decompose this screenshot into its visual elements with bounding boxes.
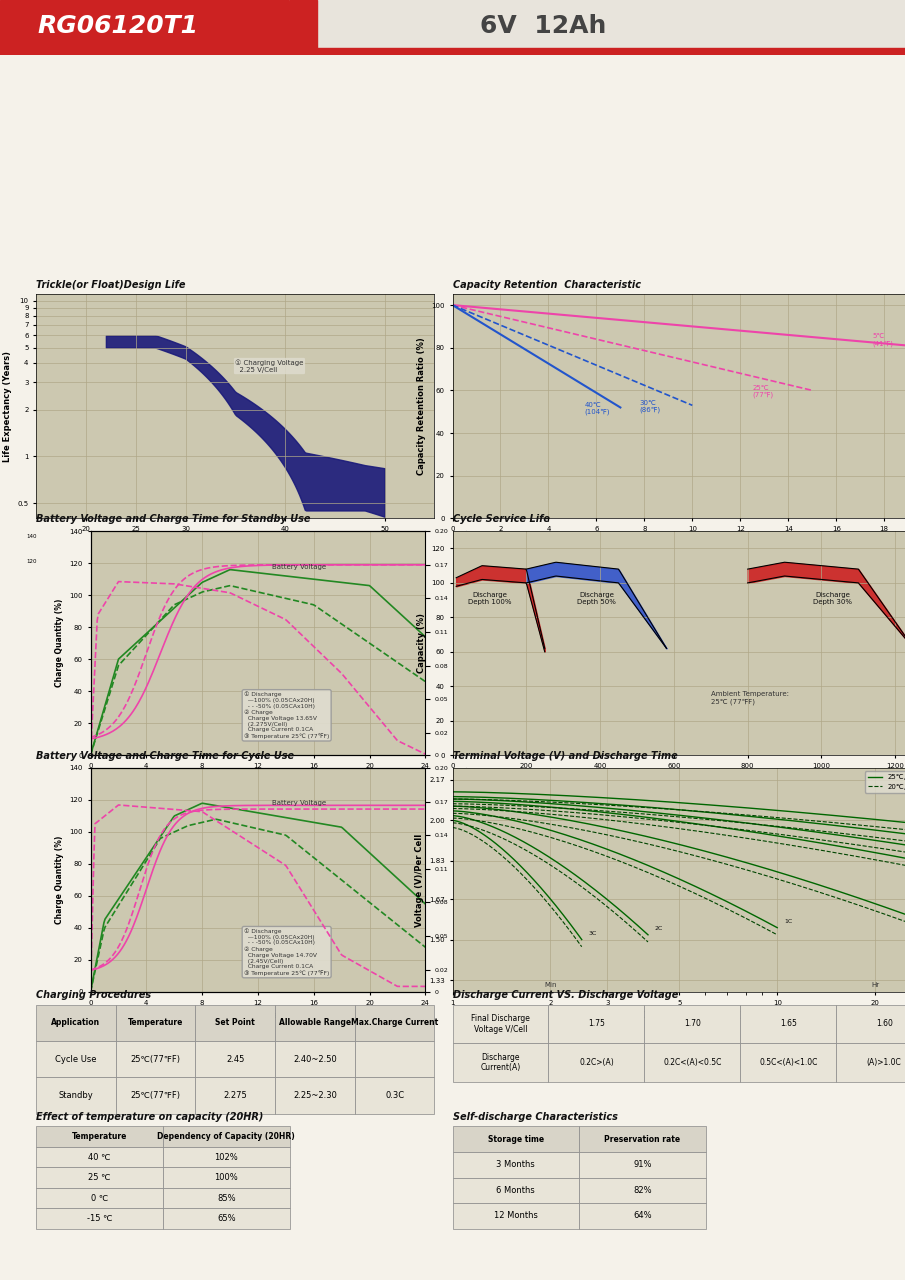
Y-axis label: Charge Current (CA): Charge Current (CA) (454, 603, 461, 684)
Text: 5℃
(41℉): 5℃ (41℉) (872, 334, 893, 347)
Text: Battery Voltage and Charge Time for Standby Use: Battery Voltage and Charge Time for Stan… (36, 515, 310, 525)
Text: Capacity Retention  Characteristic: Capacity Retention Characteristic (452, 280, 641, 291)
Text: ① Discharge
  —100% (0.05CAx20H)
  - - -50% (0.05CAx10H)
② Charge
  Charge Volta: ① Discharge —100% (0.05CAx20H) - - -50% … (244, 691, 329, 740)
Text: Effect of temperature on capacity (20HR): Effect of temperature on capacity (20HR) (36, 1112, 263, 1123)
Text: Discharge
Depth 100%: Discharge Depth 100% (468, 591, 511, 604)
Text: 140: 140 (26, 534, 37, 539)
Text: Discharge
Depth 50%: Discharge Depth 50% (577, 591, 615, 604)
Text: Min: Min (544, 982, 557, 988)
Bar (0, 49, 905, 55)
Text: Hr: Hr (871, 982, 879, 988)
Bar (290, 0, 905, 55)
X-axis label: Charge Time (H): Charge Time (H) (219, 1011, 297, 1020)
Text: 40℃
(104℉): 40℃ (104℉) (585, 402, 610, 416)
Text: 6V  12Ah: 6V 12Ah (480, 14, 606, 38)
Text: 30℃
(86℉): 30℃ (86℉) (640, 399, 661, 413)
X-axis label: Discharge Time (Min): Discharge Time (Min) (642, 1011, 743, 1020)
X-axis label: Charge Time (H): Charge Time (H) (219, 774, 297, 783)
Y-axis label: Charge Quantity (%): Charge Quantity (%) (55, 836, 64, 924)
Text: Self-discharge Characteristics: Self-discharge Characteristics (452, 1112, 617, 1123)
Y-axis label: Capacity Retention Ratio (%): Capacity Retention Ratio (%) (417, 338, 426, 475)
Text: 1C: 1C (784, 919, 793, 924)
Legend: 25℃,77℉F, 20℃,68℉F: 25℃,77℉F, 20℃,68℉F (865, 772, 905, 792)
Polygon shape (253, 0, 317, 55)
Text: Terminal Voltage (V) and Discharge Time: Terminal Voltage (V) and Discharge Time (452, 751, 677, 762)
Text: 3C: 3C (588, 931, 597, 936)
Text: Discharge
Depth 30%: Discharge Depth 30% (813, 591, 852, 604)
Text: 25℃
(77℉): 25℃ (77℉) (752, 385, 774, 398)
Text: Charging Procedures: Charging Procedures (36, 991, 151, 1001)
X-axis label: Temperature (℃): Temperature (℃) (195, 538, 276, 547)
Text: Ambient Temperature:
25℃ (77℉F): Ambient Temperature: 25℃ (77℉F) (710, 691, 789, 705)
Text: ① Charging Voltage
  2.25 V/Cell: ① Charging Voltage 2.25 V/Cell (235, 360, 304, 372)
Text: Battery Voltage: Battery Voltage (272, 800, 326, 806)
X-axis label: Storage Period (Month): Storage Period (Month) (636, 538, 748, 547)
Y-axis label: Capacity (%): Capacity (%) (417, 613, 426, 673)
Y-axis label: Charge Quantity (%): Charge Quantity (%) (55, 599, 64, 687)
Y-axis label: Voltage (V)/Per Cell: Voltage (V)/Per Cell (414, 833, 424, 927)
Text: 2C: 2C (655, 925, 663, 931)
Text: Cycle Service Life: Cycle Service Life (452, 515, 549, 525)
Text: 120: 120 (26, 559, 37, 564)
X-axis label: Number of Cycles (Times): Number of Cycles (Times) (632, 774, 753, 783)
Text: RG06120T1: RG06120T1 (37, 14, 198, 38)
Text: ① Discharge
  —100% (0.05CAx20H)
  - - -50% (0.05CAx10H)
② Charge
  Charge Volta: ① Discharge —100% (0.05CAx20H) - - -50% … (244, 928, 329, 975)
Y-axis label: Battery Voltage (V)/Per Cell: Battery Voltage (V)/Per Cell (495, 589, 500, 698)
Text: Battery Voltage and Charge Time for Cycle Use: Battery Voltage and Charge Time for Cycl… (36, 751, 294, 762)
Text: Battery Voltage: Battery Voltage (272, 563, 326, 570)
Y-axis label: Battery Voltage (V)/Per Cell: Battery Voltage (V)/Per Cell (495, 826, 500, 934)
Y-axis label: Life Expectancy (Years): Life Expectancy (Years) (3, 351, 12, 462)
Text: Discharge Current VS. Discharge Voltage: Discharge Current VS. Discharge Voltage (452, 991, 678, 1001)
Y-axis label: Charge Current (CA): Charge Current (CA) (454, 840, 461, 920)
Text: Trickle(or Float)Design Life: Trickle(or Float)Design Life (36, 280, 186, 291)
